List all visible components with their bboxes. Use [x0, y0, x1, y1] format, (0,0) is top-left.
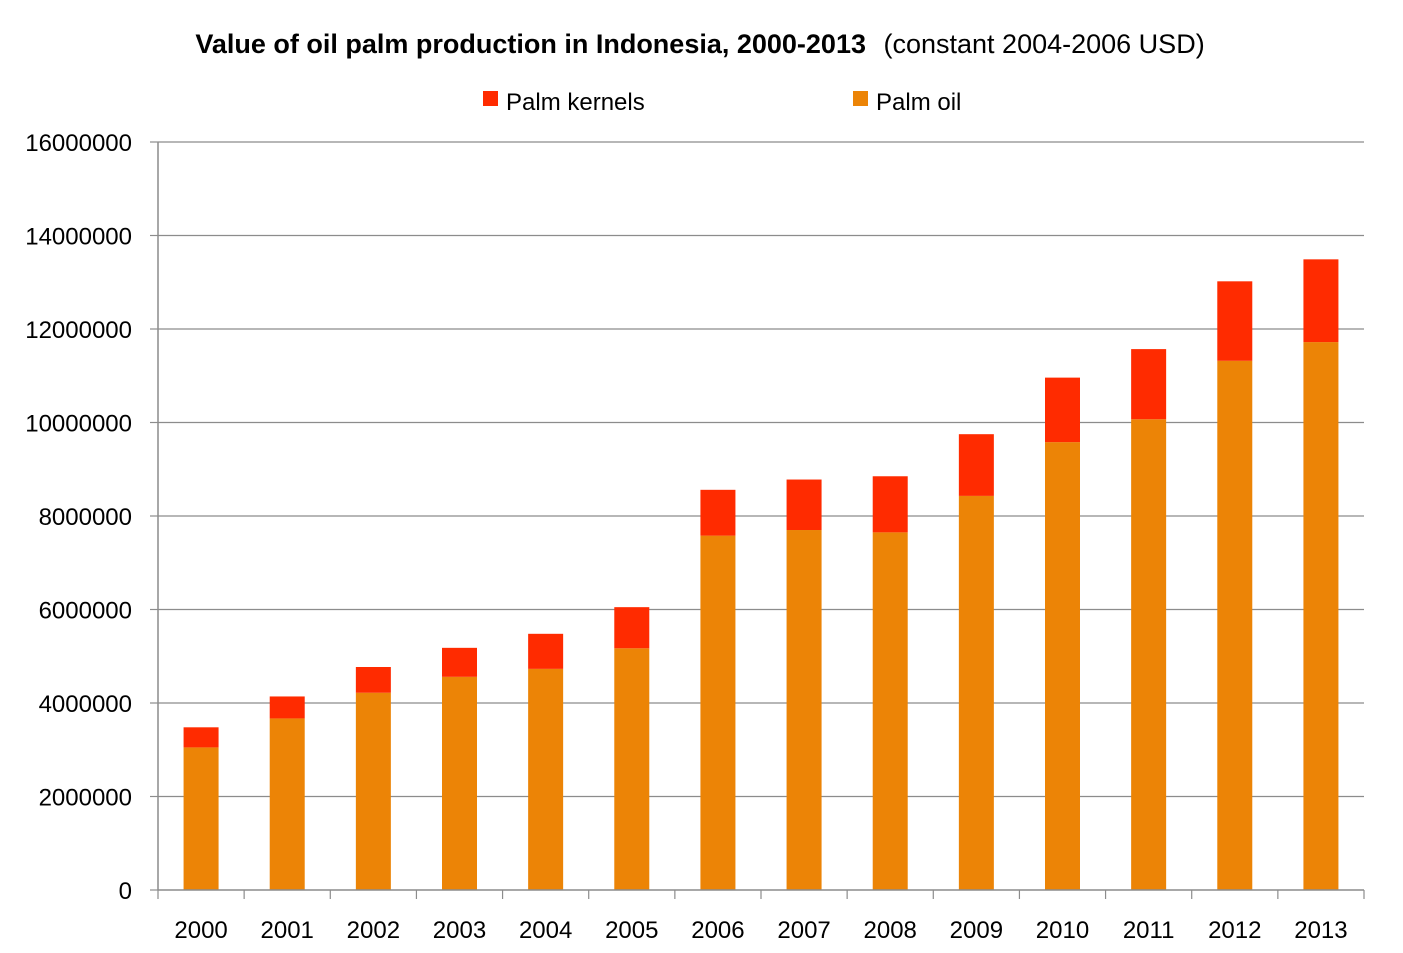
- bar-palm-oil-2007: [786, 530, 822, 890]
- bar-palm-kernels-2002: [355, 667, 391, 693]
- y-tick-label: 16000000: [25, 130, 132, 157]
- y-tick-label: 14000000: [25, 224, 132, 251]
- bar-palm-oil-2012: [1217, 360, 1253, 890]
- x-tick-label: 2003: [433, 917, 486, 944]
- y-axis: 0 2000000 4000000 6000000 8000000 10000000 120…: [25, 130, 159, 905]
- bar-palm-kernels-2011: [1131, 349, 1167, 420]
- chart-title: Value of oil palm production in Indonesi…: [195, 29, 1204, 59]
- x-tick-label: 2002: [347, 917, 400, 944]
- y-tick-label: 12000000: [25, 317, 132, 344]
- x-tick-label: 2008: [864, 917, 917, 944]
- bar-palm-oil-2013: [1303, 342, 1339, 891]
- bar-palm-oil-2005: [614, 648, 650, 890]
- bar-palm-oil-2003: [442, 676, 477, 890]
- bar-palm-kernels-2013: [1303, 259, 1339, 343]
- bar-palm-kernels-2006: [700, 489, 736, 536]
- x-tick-label: 2011: [1123, 917, 1175, 944]
- bar-palm-oil-2001: [269, 718, 305, 890]
- bars: [183, 259, 1339, 891]
- x-tick-label: 2009: [950, 917, 1003, 944]
- bar-palm-kernels-2004: [528, 633, 564, 669]
- y-tick-label: 6000000: [39, 598, 132, 625]
- y-tick-label: 2000000: [39, 785, 132, 812]
- bar-palm-oil-2011: [1131, 419, 1167, 890]
- gridlines: [158, 141, 1364, 798]
- x-tick-label: 2012: [1208, 917, 1261, 944]
- x-tick-label: 2000: [174, 917, 227, 944]
- bar-palm-oil-2004: [528, 668, 564, 890]
- x-tick-label: 2013: [1294, 917, 1347, 944]
- chart-title-main: Value of oil palm production in Indonesi…: [195, 29, 866, 59]
- x-tick-label: 2001: [261, 917, 314, 944]
- x-tick-label: 2005: [605, 917, 658, 944]
- bar-palm-kernels-2005: [614, 607, 650, 649]
- legend: Palm kernels Palm oil: [483, 89, 961, 116]
- bar-palm-kernels-2009: [958, 434, 994, 496]
- y-tick-label: 8000000: [39, 504, 132, 531]
- y-tick-label: 4000000: [39, 691, 132, 718]
- bar-palm-kernels-2012: [1217, 281, 1253, 361]
- bar-palm-oil-2000: [183, 747, 219, 890]
- bar-palm-kernels-2001: [269, 696, 305, 719]
- y-tick-label: 0: [119, 878, 132, 905]
- bar-palm-oil-2009: [958, 495, 994, 890]
- y-tick-label: 10000000: [25, 411, 132, 438]
- bar-palm-kernels-2000: [183, 727, 219, 748]
- bar-palm-oil-2006: [700, 535, 736, 890]
- bar-palm-kernels-2010: [1045, 377, 1080, 443]
- bar-palm-kernels-2003: [442, 647, 477, 677]
- legend-swatch-palm-oil: [853, 91, 868, 106]
- x-tick-label: 2006: [691, 917, 744, 944]
- legend-label-palm-oil: Palm oil: [876, 89, 961, 116]
- x-tick-label: 2004: [519, 917, 572, 944]
- bar-palm-oil-2010: [1045, 442, 1080, 890]
- bar-palm-oil-2008: [872, 532, 908, 890]
- x-axis: 2000 2001 2002 2003 2004 2005 2006 2007 2008 2009…: [157, 889, 1365, 944]
- chart-subtitle: (constant 2004-2006 USD): [884, 29, 1205, 59]
- bar-palm-kernels-2008: [872, 476, 908, 533]
- bar-palm-oil-2002: [355, 692, 391, 890]
- x-tick-label: 2007: [777, 917, 830, 944]
- x-tick-label: 2010: [1036, 917, 1089, 944]
- legend-swatch-palm-kernels: [483, 91, 498, 106]
- bar-palm-kernels-2007: [786, 479, 822, 531]
- legend-label-palm-kernels: Palm kernels: [506, 89, 645, 116]
